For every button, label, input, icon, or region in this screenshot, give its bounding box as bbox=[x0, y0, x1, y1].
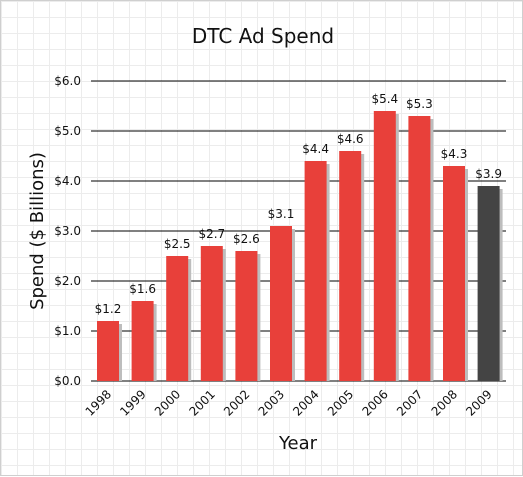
data-label: $2.7 bbox=[198, 227, 225, 241]
bar bbox=[270, 226, 292, 381]
bar bbox=[131, 301, 154, 381]
data-label: $3.9 bbox=[475, 167, 502, 181]
y-tick-label: $2.0 bbox=[54, 274, 81, 288]
x-tick-label: 1999 bbox=[117, 387, 148, 418]
data-labels: $1.2 $1.6 $2.5 $2.7 $2.6 $3.1 $4.4 $4.6 $5.4 $5.3… bbox=[95, 92, 502, 316]
y-tick-label: $0.0 bbox=[54, 374, 81, 388]
bar bbox=[304, 161, 327, 381]
x-tick-label: 2003 bbox=[256, 387, 287, 418]
data-label: $4.4 bbox=[302, 142, 329, 156]
bar bbox=[477, 186, 500, 381]
x-axis-title: Year bbox=[278, 433, 318, 454]
bar bbox=[200, 246, 223, 381]
data-label: $5.3 bbox=[406, 97, 433, 111]
data-label: $1.2 bbox=[95, 302, 122, 316]
x-tick-label: 2004 bbox=[290, 387, 321, 418]
data-label: $1.6 bbox=[129, 282, 156, 296]
data-label: $2.6 bbox=[233, 232, 260, 246]
data-label: $5.4 bbox=[371, 92, 398, 106]
chart-title: DTC Ad Spend bbox=[192, 24, 334, 48]
data-label: $4.6 bbox=[337, 132, 364, 146]
data-label: $4.3 bbox=[441, 147, 468, 161]
bar bbox=[408, 116, 431, 381]
y-tick-label: $5.0 bbox=[54, 124, 81, 138]
x-tick-label: 2009 bbox=[463, 387, 494, 418]
x-tick-label: 2002 bbox=[221, 387, 252, 418]
bar bbox=[166, 256, 189, 381]
y-tick-label: $6.0 bbox=[54, 74, 81, 88]
gridlines bbox=[91, 80, 506, 382]
x-tick-label: 2007 bbox=[394, 387, 425, 418]
bar bbox=[97, 321, 119, 381]
bar bbox=[373, 111, 396, 381]
x-axis-ticks: 1998 1999 2000 2001 2002 2003 2004 2005 2006 2007… bbox=[83, 387, 495, 418]
data-label: $3.1 bbox=[268, 207, 295, 221]
y-tick-label: $3.0 bbox=[54, 224, 81, 238]
x-tick-label: 2006 bbox=[359, 387, 390, 418]
x-tick-label: 2000 bbox=[152, 387, 183, 418]
x-tick-label: 2001 bbox=[186, 387, 217, 418]
bars bbox=[97, 111, 503, 381]
y-axis-title: Spend ($ Billions) bbox=[27, 152, 48, 310]
x-tick-label: 1998 bbox=[83, 387, 114, 418]
x-tick-label: 2005 bbox=[325, 387, 356, 418]
bar bbox=[339, 151, 362, 381]
bar bbox=[443, 166, 465, 381]
data-label: $2.5 bbox=[164, 237, 191, 251]
y-axis-ticks: $0.0 $1.0 $2.0 $3.0 $4.0 $5.0 $6.0 bbox=[54, 74, 81, 388]
y-tick-label: $4.0 bbox=[54, 174, 81, 188]
y-tick-label: $1.0 bbox=[54, 324, 81, 338]
x-tick-label: 2008 bbox=[429, 387, 460, 418]
bar bbox=[235, 251, 258, 381]
